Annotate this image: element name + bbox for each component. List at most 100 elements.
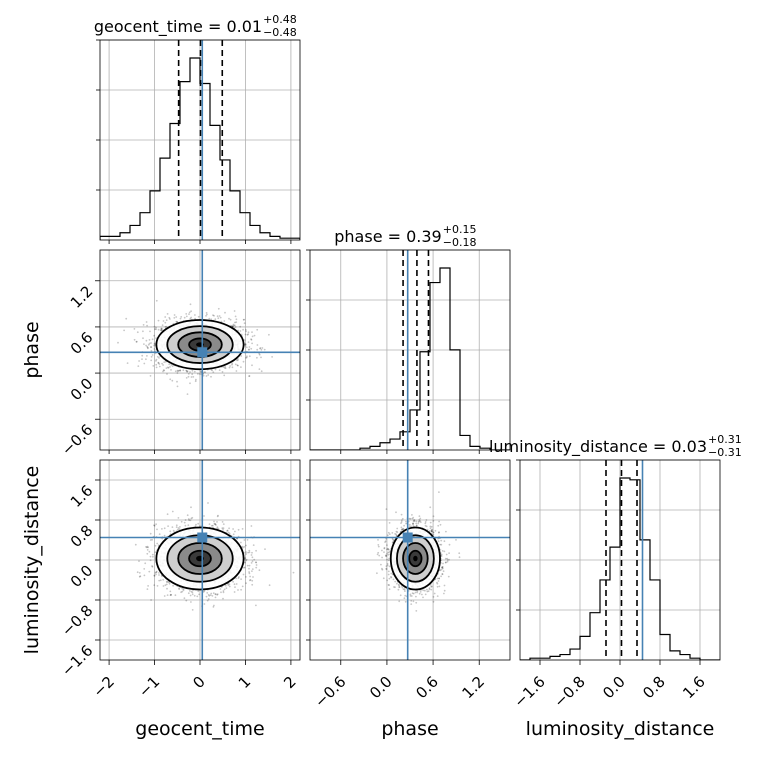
sample-point xyxy=(395,530,398,533)
sample-point xyxy=(171,526,174,528)
sample-point xyxy=(205,312,208,314)
sample-point xyxy=(155,299,158,302)
sample-point xyxy=(220,320,223,323)
sample-point xyxy=(156,542,159,545)
truth-marker xyxy=(197,347,208,358)
sample-point xyxy=(234,321,236,324)
sample-point xyxy=(248,355,251,358)
sample-point xyxy=(244,343,246,346)
sample-point xyxy=(187,373,190,375)
hist-panel-luminosity_distance: luminosity_distance = 0.03 +0.31−0.31 xyxy=(489,433,742,661)
sample-point xyxy=(175,316,178,318)
sample-point xyxy=(245,346,248,349)
sample-point xyxy=(160,327,163,330)
sample-point xyxy=(206,599,209,602)
sample-point xyxy=(246,334,249,336)
sample-point xyxy=(149,559,152,562)
sample-point xyxy=(243,566,246,569)
sample-point xyxy=(216,515,219,518)
sample-point xyxy=(189,382,191,385)
sample-point xyxy=(178,369,180,372)
sample-point xyxy=(245,330,248,333)
sample-point xyxy=(248,551,251,554)
sample-point xyxy=(169,594,172,596)
sample-point xyxy=(243,539,246,541)
sample-point xyxy=(236,359,239,362)
sample-point xyxy=(157,319,160,322)
sample-point xyxy=(177,527,180,529)
sample-point xyxy=(383,547,386,550)
sample-point xyxy=(410,525,413,528)
sample-point xyxy=(176,528,179,531)
sample-point xyxy=(134,543,137,546)
sample-point xyxy=(147,347,149,350)
sample-point xyxy=(161,324,164,327)
sample-point xyxy=(180,520,183,523)
sample-point xyxy=(155,523,158,526)
panel-title: geocent_time = 0.01 xyxy=(94,17,262,37)
sample-point xyxy=(243,318,246,321)
sample-point xyxy=(199,525,201,527)
sample-point xyxy=(179,369,182,372)
sample-point xyxy=(250,347,253,350)
sample-point xyxy=(258,569,261,572)
sample-point xyxy=(155,328,158,331)
sample-point xyxy=(155,570,158,573)
sample-point xyxy=(182,588,185,590)
hist-panel-frame xyxy=(309,249,511,451)
sample-point xyxy=(245,551,248,553)
sample-point xyxy=(252,576,254,578)
sample-point xyxy=(170,364,173,366)
contour-line xyxy=(188,549,212,568)
sample-point xyxy=(251,560,254,563)
sample-point xyxy=(224,365,227,368)
sample-point xyxy=(217,527,220,530)
sample-point xyxy=(153,342,156,345)
sample-point xyxy=(387,531,390,534)
sample-point xyxy=(248,572,251,575)
sample-point xyxy=(162,320,165,322)
sample-point xyxy=(246,564,249,567)
sample-point xyxy=(245,343,247,346)
sample-point xyxy=(268,584,271,587)
sample-point xyxy=(202,591,205,593)
title-name: phase xyxy=(334,227,382,246)
sample-point xyxy=(224,584,227,587)
sample-point xyxy=(125,317,128,320)
sample-point xyxy=(234,363,237,366)
sample-point xyxy=(240,366,242,368)
sample-point xyxy=(190,601,192,603)
sample-point xyxy=(234,324,236,327)
sample-point xyxy=(440,543,443,546)
sample-point xyxy=(228,585,231,588)
sample-point xyxy=(214,596,217,599)
sample-point xyxy=(190,590,193,593)
sample-point xyxy=(181,587,184,590)
sample-point xyxy=(182,589,185,592)
sample-point xyxy=(237,364,239,367)
sample-point xyxy=(144,562,147,565)
sample-point xyxy=(223,374,226,377)
sample-point xyxy=(205,375,208,377)
sample-point xyxy=(400,528,403,531)
sample-point xyxy=(138,572,141,574)
sample-point xyxy=(173,314,176,316)
sample-point xyxy=(214,318,217,321)
sample-point xyxy=(263,348,266,351)
sample-point xyxy=(133,328,136,330)
sample-point xyxy=(163,534,166,537)
sample-point xyxy=(251,342,254,345)
sample-point xyxy=(259,347,262,349)
sample-point xyxy=(178,587,180,590)
sample-point xyxy=(213,520,215,523)
sample-point xyxy=(430,530,433,532)
sample-point xyxy=(222,366,225,368)
sample-point xyxy=(209,594,212,596)
sample-point xyxy=(412,516,415,519)
sample-point xyxy=(217,514,219,517)
sample-point xyxy=(166,373,168,375)
sample-point xyxy=(161,362,164,365)
sample-point xyxy=(260,348,263,351)
sample-point xyxy=(191,373,194,376)
sample-point xyxy=(256,348,259,351)
